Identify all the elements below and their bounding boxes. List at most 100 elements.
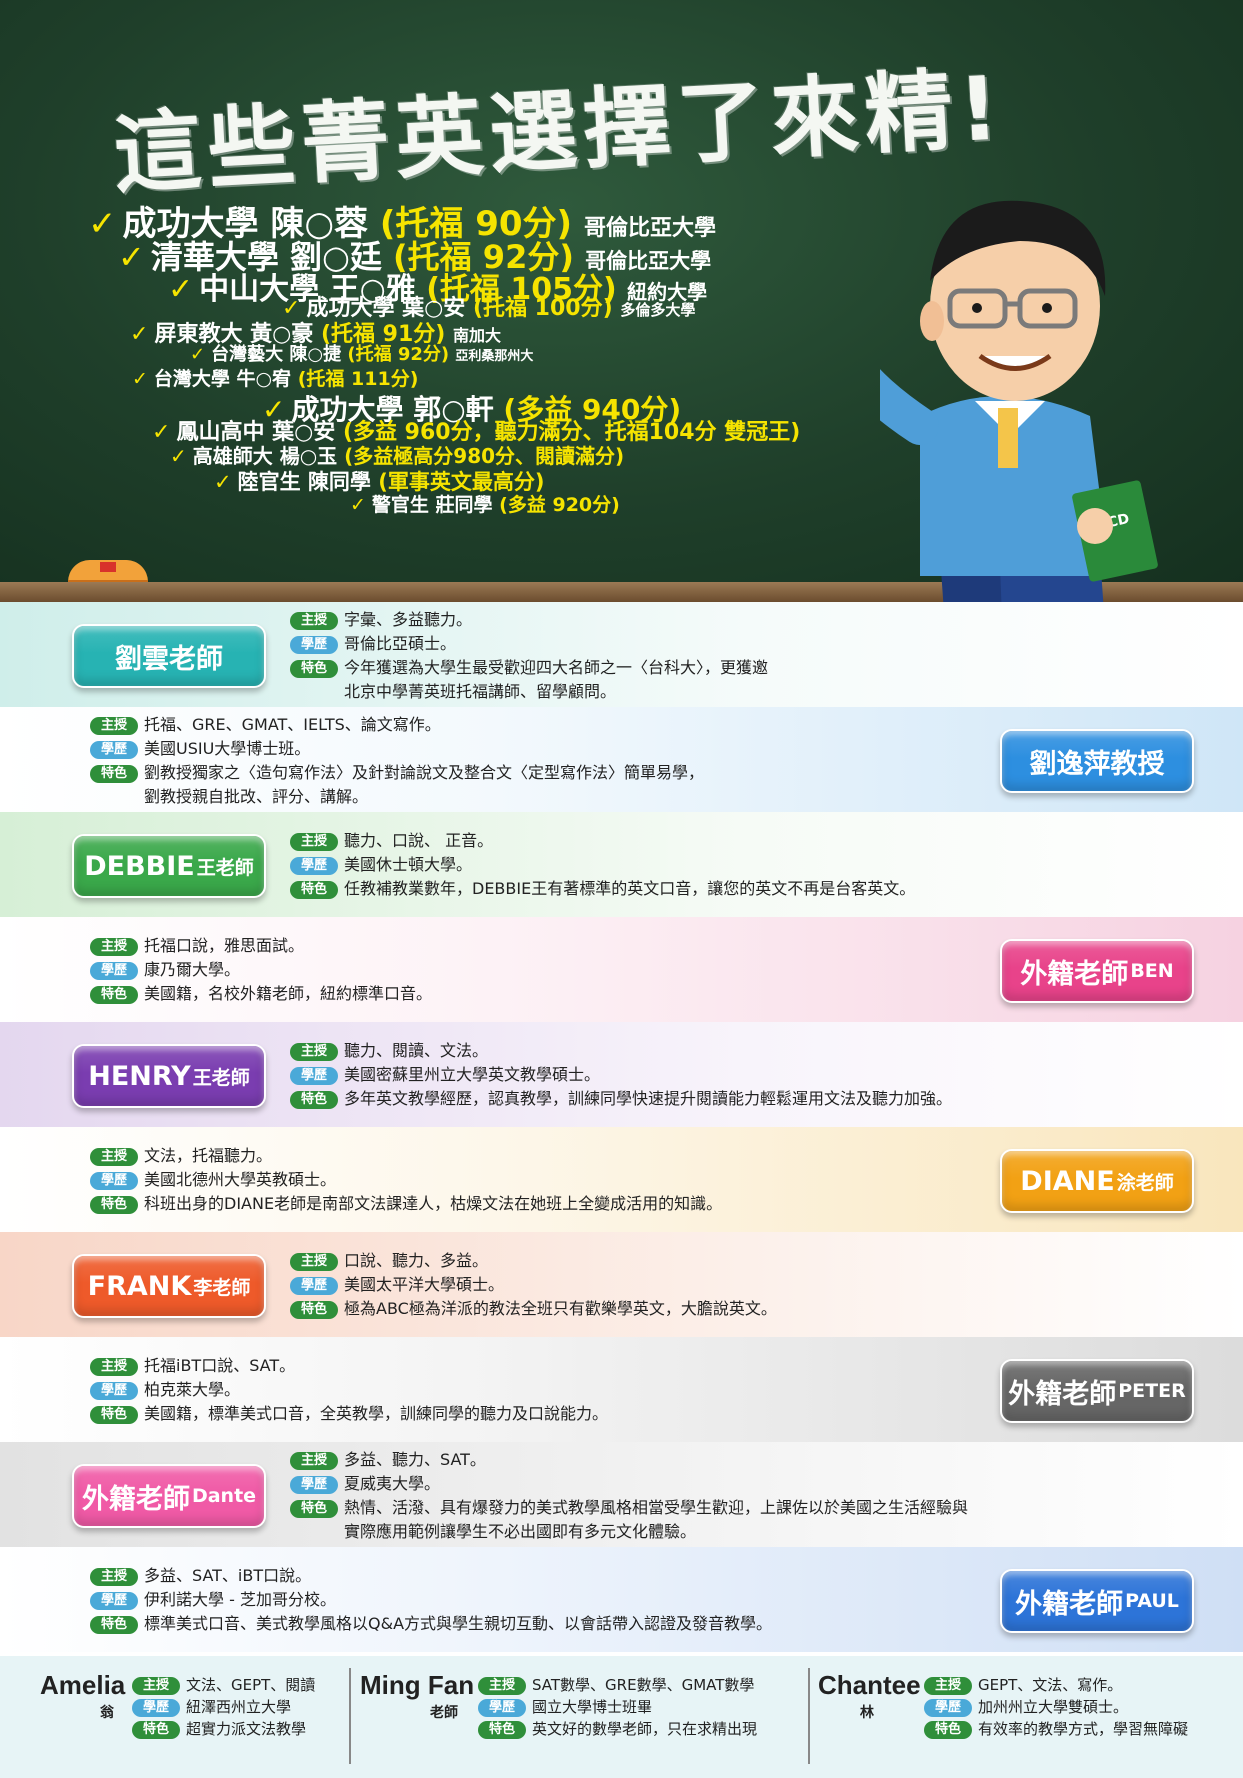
info-line: 學歷 伊利諾大學 - 芝加哥分校。: [90, 1588, 772, 1612]
teacher-name: 外籍老師: [81, 1483, 190, 1515]
teacher-name-suffix: 王老師: [192, 1066, 250, 1089]
info-line: 特色 多年英文教學經歷，認真教學，訓練同學快速提升閱讀能力輕鬆運用文法及聽力加強。: [290, 1087, 952, 1111]
tag-edu: 學歷: [132, 1699, 180, 1717]
achievement-score: (托福 91分): [320, 322, 446, 347]
info-text: 多益、聽力、SAT。: [344, 1450, 486, 1469]
info-text: 英文好的數學老師，只在求精出現: [532, 1720, 758, 1738]
achievement-score: (軍事英文最高分): [378, 470, 545, 494]
achievement-score: (托福 111分): [297, 368, 419, 390]
info-text: 熱情、活潑、具有爆發力的美式教學風格相當受學生歡迎，上課佐以於美國之生活經驗與: [344, 1498, 969, 1517]
info-line: 主授 聽力、口說、 正音。: [290, 829, 915, 853]
achievement-student: 成功大學 郭○軒: [291, 393, 494, 426]
footer-teacher-info: 主授 SAT數學、GRE數學、GMAT數學 學歷 國立大學博士班畢 特色 英文好的數學老師…: [478, 1674, 757, 1740]
achievement-item: ✓ 台灣藝大 陳○捷 (托福 92分) 亞利桑那州大: [190, 340, 533, 366]
teacher-name-suffix: PETER: [1118, 1380, 1186, 1402]
achievement-destination: 紐約大學: [627, 280, 708, 304]
info-line: 學歷 夏威夷大學。: [290, 1472, 968, 1496]
tag-feature: 特色: [290, 1500, 338, 1518]
tag-teach: 主授: [290, 612, 338, 630]
info-line: 學歷 美國密蘇里州立大學英文教學碩士。: [290, 1063, 952, 1087]
footer-divider: [349, 1668, 351, 1764]
check-icon: ✓: [190, 344, 206, 365]
check-icon: ✓: [130, 322, 149, 347]
info-line: 主授 托福iBT口說、SAT。: [90, 1354, 608, 1378]
teacher-band: 外籍老師 PETER 主授 托福iBT口說、SAT。 學歷 柏克萊大學。 特色 美國籍，標準美…: [0, 1337, 1243, 1442]
teacher-name: 劉雲老師: [115, 643, 223, 675]
teacher-name-badge: 外籍老師 BEN: [1000, 939, 1194, 1003]
tag-feature: 特色: [90, 1405, 138, 1424]
teacher-info: 主授 托福iBT口說、SAT。 學歷 柏克萊大學。 特色 美國籍，標準美式口音，全英教學，…: [90, 1354, 608, 1426]
tag-edu: 學歷: [290, 856, 338, 875]
tag-edu: 學歷: [90, 741, 138, 759]
check-icon: ✓: [282, 296, 301, 321]
teacher-band: DIANE 涂老師 主授 文法，托福聽力。 學歷 美國北德州大學英教碩士。 特色 科班出身的D…: [0, 1127, 1243, 1232]
board-title: 這些菁英選擇了來精!: [110, 56, 1008, 206]
teacher-name: 外籍老師: [1020, 958, 1129, 990]
tag-teach: 主授: [290, 1252, 338, 1271]
teacher-name: HENRY: [88, 1060, 191, 1092]
info-line: 主授 字彙、多益聽力。: [290, 608, 768, 632]
info-line: 主授 聽力、閱讀、文法。: [290, 1039, 952, 1063]
info-text: 夏威夷大學。: [344, 1474, 441, 1493]
info-text: 美國USIU大學博士班。: [144, 739, 311, 758]
tag-teach: 主授: [478, 1677, 526, 1695]
teacher-name-badge: 劉雲老師: [72, 624, 266, 688]
tag-feature: 特色: [290, 880, 338, 899]
info-line: 學歷 加州州立大學雙碩士。: [924, 1696, 1188, 1718]
tag-feature: 特色: [90, 985, 138, 1004]
tag-feature: 特色: [290, 660, 338, 678]
info-text: 科班出身的DIANE老師是南部文法課達人，枯燥文法在她班上全變成活用的知識。: [144, 1193, 723, 1213]
achievement-item: ✓ 鳳山高中 葉○安 (多益 960分，聽力滿分、托福104分 雙冠王): [152, 414, 800, 446]
chalk-ledge: [0, 582, 1243, 602]
teacher-name-badge: DIANE 涂老師: [1000, 1149, 1194, 1213]
info-text: 美國北德州大學英教碩士。: [144, 1169, 337, 1189]
teacher-name: FRANK: [87, 1270, 192, 1302]
achievement-item: ✓ 成功大學 葉○安 (托福 100分) 多倫多大學: [282, 290, 695, 322]
info-text: 多年英文教學經歷，認真教學，訓練同學快速提升閱讀能力輕鬆運用文法及聽力加強。: [344, 1088, 953, 1108]
teacher-name-suffix: PAUL: [1125, 1590, 1179, 1612]
teacher-name-suffix: BEN: [1130, 960, 1174, 982]
info-line: 特色 有效率的教學方式，學習無障礙: [924, 1718, 1188, 1740]
teacher-band: 外籍老師 BEN 主授 托福口說，雅思面試。 學歷 康乃爾大學。 特色 美國籍，名校外籍老師，…: [0, 917, 1243, 1022]
tag-feature: 特色: [132, 1721, 180, 1739]
info-line: 主授 托福、GRE、GMAT、IELTS、論文寫作。: [90, 713, 704, 737]
info-line: 特色 標準美式口音、美式教學風格以Q&A方式與學生親切互動、以會話帶入認證及發音教…: [90, 1612, 772, 1636]
tag-edu: 學歷: [290, 1066, 338, 1085]
info-line-continued: 實際應用範例讓學生不必出國即有多元文化體驗。: [344, 1522, 697, 1541]
teacher-name-badge: 外籍老師 Dante: [72, 1464, 266, 1528]
info-text: 美國休士頓大學。: [344, 854, 473, 874]
teacher-info: 主授 聽力、閱讀、文法。 學歷 美國密蘇里州立大學英文教學碩士。 特色 多年英文教學經歷，…: [290, 1039, 952, 1111]
teacher-name-suffix: 涂老師: [1116, 1171, 1174, 1194]
info-line: 主授 文法、GEPT、閱讀: [132, 1674, 315, 1696]
info-text: 美國籍，名校外籍老師，紐約標準口音。: [144, 983, 433, 1003]
footer-divider: [808, 1668, 810, 1764]
info-line: 特色 美國籍，名校外籍老師，紐約標準口音。: [90, 982, 432, 1006]
tag-edu: 學歷: [924, 1699, 972, 1717]
info-text: 美國太平洋大學碩士。: [344, 1274, 505, 1294]
tag-teach: 主授: [290, 1452, 338, 1470]
check-icon: ✓: [168, 272, 194, 307]
info-line: 學歷 紐澤西州立大學: [132, 1696, 315, 1718]
tag-feature: 特色: [90, 1195, 138, 1214]
achievement-student: 中山大學 王○雅: [199, 272, 416, 307]
check-icon: ✓: [88, 204, 117, 244]
footer-teacher-info: 主授 GEPT、文法、寫作。 學歷 加州州立大學雙碩士。 特色 有效率的教學方式，學習無障…: [924, 1674, 1188, 1740]
footer-teacher-name: Ming Fan: [360, 1670, 475, 1700]
info-text: 加州州立大學雙碩士。: [978, 1698, 1129, 1716]
info-text: SAT數學、GRE數學、GMAT數學: [532, 1676, 755, 1694]
info-text: 紐澤西州立大學: [186, 1698, 292, 1716]
achievement-student: 清華大學 劉○廷: [150, 238, 382, 276]
tag-feature: 特色: [290, 1090, 338, 1109]
achievement-score: (托福 105分): [426, 272, 617, 307]
teacher-band: 劉逸萍教授 主授 托福、GRE、GMAT、IELTS、論文寫作。 學歷 美國USIU大學…: [0, 707, 1243, 831]
info-text: 任教補教業數年，DEBBIE王有著標準的英文口音，讓您的英文不再是台客英文。: [344, 878, 916, 898]
achievement-destination: 南加大: [453, 326, 502, 345]
tag-teach: 主授: [924, 1677, 972, 1695]
info-line: 學歷 國立大學博士班畢: [478, 1696, 757, 1718]
check-icon: ✓: [262, 393, 286, 426]
teacher-name-suffix: 李老師: [193, 1276, 251, 1299]
info-line: 主授 托福口說，雅思面試。: [90, 934, 432, 958]
teacher-name-badge: 外籍老師 PAUL: [1000, 1569, 1194, 1633]
achievement-destination: 哥倫比亞大學: [583, 216, 716, 241]
teacher-info: 主授 多益、SAT、iBT口說。 學歷 伊利諾大學 - 芝加哥分校。 特色 標準美式口音、…: [90, 1564, 772, 1636]
